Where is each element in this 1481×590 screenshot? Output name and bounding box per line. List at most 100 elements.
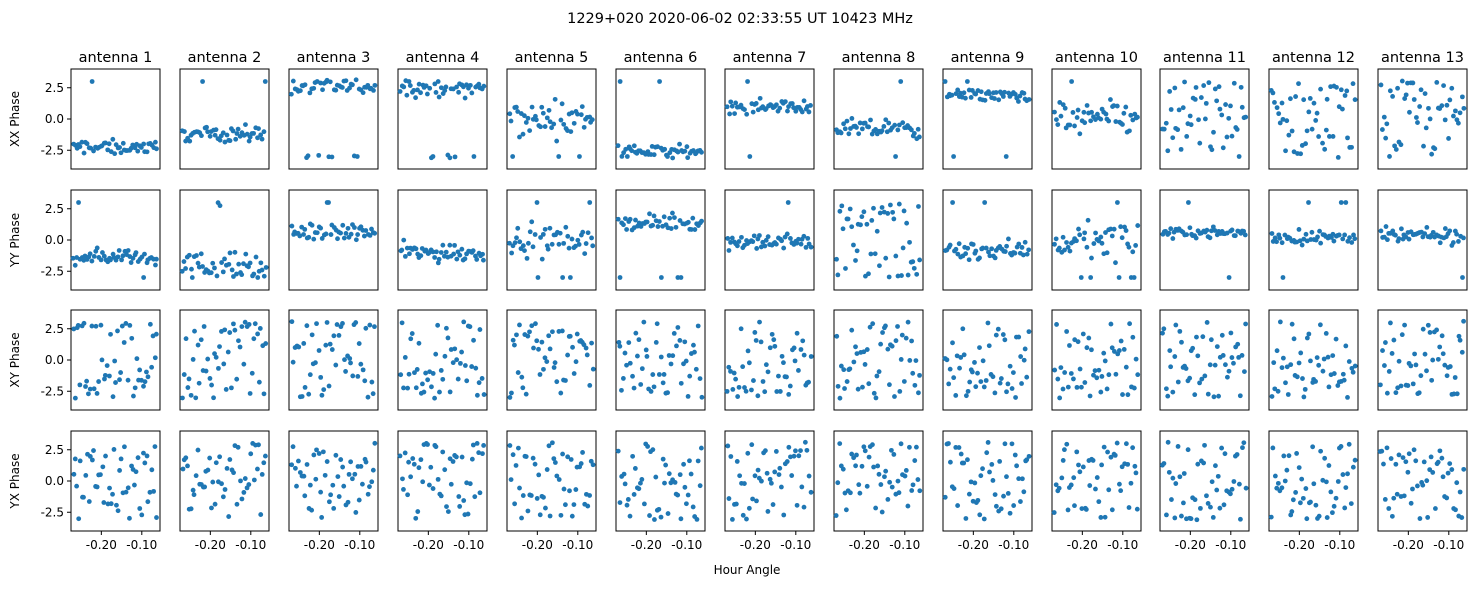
data-point <box>1340 106 1345 112</box>
data-point <box>1005 381 1011 387</box>
panel-frame <box>724 309 815 411</box>
data-point <box>877 210 883 216</box>
data-point <box>1011 503 1017 508</box>
data-point <box>1131 385 1137 391</box>
data-point <box>1338 200 1344 205</box>
data-point <box>523 391 529 397</box>
data-point <box>94 245 100 251</box>
data-point <box>244 131 250 137</box>
data-point <box>510 337 516 343</box>
data-point <box>956 445 962 450</box>
data-point <box>745 348 751 354</box>
data-point <box>1239 104 1245 110</box>
data-point <box>524 255 530 261</box>
data-point <box>1081 236 1087 242</box>
data-point <box>409 331 415 336</box>
data-point <box>1188 122 1194 128</box>
data-point <box>1399 78 1405 84</box>
data-point <box>1184 134 1190 139</box>
data-point <box>263 265 269 270</box>
data-point <box>246 264 251 270</box>
data-point <box>990 478 996 483</box>
data-point <box>1452 375 1458 380</box>
y-axis-label: YX Phase <box>8 453 22 509</box>
data-point <box>515 370 521 375</box>
data-point <box>750 496 755 502</box>
data-point <box>794 502 800 508</box>
data-point <box>233 136 239 142</box>
data-point <box>353 237 359 243</box>
data-point <box>412 370 417 376</box>
data-point <box>854 125 859 130</box>
data-point <box>77 382 83 388</box>
data-point <box>1439 455 1445 461</box>
data-point <box>292 465 298 471</box>
data-point <box>1238 84 1244 90</box>
panel-frame <box>179 68 270 170</box>
data-point <box>771 337 777 343</box>
data-point <box>751 378 756 383</box>
panel-frame <box>1051 68 1142 170</box>
data-point <box>367 233 373 238</box>
data-point <box>1406 451 1412 457</box>
data-point <box>469 456 475 462</box>
data-point <box>188 506 194 512</box>
data-point <box>911 130 917 136</box>
data-point <box>91 148 96 154</box>
data-point <box>1398 383 1404 389</box>
data-point <box>1072 123 1077 129</box>
data-point <box>551 365 557 370</box>
data-point <box>630 373 635 379</box>
data-point <box>670 155 676 161</box>
x-tick-label: -0.10 <box>889 538 920 552</box>
data-point <box>117 145 122 150</box>
data-point <box>655 224 661 229</box>
data-point <box>1123 364 1129 370</box>
data-point <box>1228 491 1233 497</box>
data-point <box>791 345 797 351</box>
data-point <box>1403 459 1409 465</box>
data-point <box>1196 117 1201 123</box>
data-point <box>509 390 514 396</box>
data-point <box>1012 452 1018 458</box>
data-point <box>1098 234 1104 240</box>
data-point <box>903 335 909 341</box>
data-point <box>672 479 678 485</box>
data-point <box>1182 79 1187 85</box>
data-point <box>358 224 364 230</box>
data-point <box>733 501 739 507</box>
data-point <box>190 487 196 493</box>
data-point <box>1024 457 1030 463</box>
data-point <box>841 121 847 127</box>
data-point <box>533 117 539 123</box>
panel-frame <box>833 309 924 411</box>
data-point <box>1118 488 1124 494</box>
data-point <box>837 441 843 446</box>
data-point <box>907 239 912 245</box>
data-point <box>1187 113 1193 119</box>
data-point <box>985 320 991 326</box>
data-point <box>290 78 296 84</box>
data-point <box>912 382 918 388</box>
data-point <box>462 256 468 262</box>
data-point <box>430 371 436 376</box>
data-point <box>1234 127 1240 132</box>
data-point <box>967 379 973 385</box>
data-point <box>744 516 749 522</box>
data-point <box>297 470 303 475</box>
data-point <box>179 268 185 274</box>
data-point <box>801 504 807 510</box>
data-point <box>125 248 131 253</box>
data-point <box>123 489 129 495</box>
data-point <box>1024 374 1030 380</box>
data-point <box>227 457 233 462</box>
data-point <box>662 146 668 152</box>
data-point <box>627 216 633 222</box>
data-point <box>1457 110 1463 116</box>
data-point <box>314 321 319 327</box>
data-point <box>234 131 240 136</box>
data-point <box>747 154 753 159</box>
data-point <box>1052 367 1058 373</box>
data-point <box>576 242 582 247</box>
data-point <box>568 457 574 462</box>
